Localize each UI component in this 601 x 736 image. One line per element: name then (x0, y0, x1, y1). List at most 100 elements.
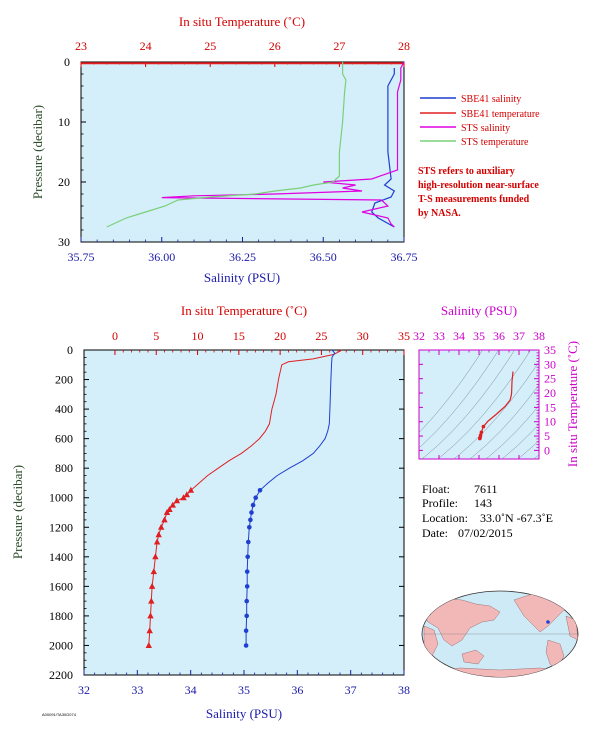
top-series (81, 61, 405, 228)
main-temperature-point-33 (147, 612, 154, 619)
top-salinity-tick-label-0: 35.75 (68, 250, 95, 264)
inset-contour-7 (501, 423, 539, 459)
main-temperature-point-22 (169, 501, 176, 508)
main-temperature-tick-label-4: 20 (274, 329, 286, 343)
top-salinity-ticks: 35.75 36.00 36.25 36.50 36.75 (68, 237, 418, 264)
main-pressure-ticks: 0 200 400 600 800 1000 1200 1400 1600 1800 2000 220… (49, 343, 404, 682)
main-series (145, 349, 343, 648)
top-pressure-ticks: 0 10 20 30 (58, 55, 86, 249)
main-pressure-tick-label-5: 1000 (49, 491, 73, 505)
main-temperature-point-26 (158, 523, 165, 530)
main-temperature-point-35 (145, 642, 152, 648)
main-temperature-point-23 (166, 506, 173, 512)
main-salinity-point-27 (244, 613, 249, 619)
main-temperature-tick-label-5: 25 (315, 329, 327, 343)
date-label: Date: (422, 526, 448, 540)
main-salinity-tick-label-3: 35 (238, 683, 250, 697)
top-temperature-tick-label-4: 27 (333, 39, 345, 53)
inset-contour-2 (421, 350, 515, 459)
top-panel: In situ Temperature (˚C) Salinity (PSU) … (30, 14, 418, 285)
legend-label-sbe-salinity: SBE41 salinity (461, 94, 521, 105)
inset-salinity-title: Salinity (PSU) (441, 303, 517, 318)
top-temperature-tick-label-0: 23 (75, 39, 87, 53)
inset-panel: Salinity (PSU) In situ Temperature (˚C) … (413, 303, 580, 467)
legend-label-sbe-temperature: SBE41 temperature (461, 109, 540, 120)
top-pressure-title: Pressure (decibar) (30, 105, 45, 199)
top-plot-area (80, 61, 405, 243)
inset-salinity-tick-label-5: 37 (513, 329, 525, 343)
inset-salinity-ticks: 32 33 34 35 36 37 38 (413, 329, 545, 459)
inset-temperature-tick-label-5: 25 (544, 372, 556, 386)
main-pressure-tick-label-6: 1200 (49, 520, 73, 534)
inset-temperature-tick-label-6: 30 (544, 357, 556, 371)
main-temperature-point-18 (187, 486, 195, 493)
main-pressure-tick-label-3: 600 (55, 432, 73, 446)
main-salinity-title: Salinity (PSU) (206, 706, 282, 721)
main-temperature-point-19 (183, 491, 190, 498)
location-value: 33.0˚N -67.3˚E (480, 511, 553, 525)
main-salinity-point-25 (244, 584, 250, 589)
main-salinity-tick-label-6: 38 (398, 683, 410, 697)
inset-contour-6 (485, 405, 539, 459)
main-salinity-tick-label-2: 34 (185, 683, 197, 697)
top-temperature-tick-label-3: 26 (269, 39, 281, 53)
main-temperature-tick-label-1: 5 (153, 329, 159, 343)
top-salinity-tick-label-3: 36.50 (310, 250, 337, 264)
inset-point-0 (481, 424, 486, 429)
land-eurasia (422, 597, 501, 647)
main-pressure-tick-label-0: 0 (67, 343, 73, 357)
inset-contour-5 (469, 384, 539, 459)
top-salinity-tick-label-2: 36.25 (229, 250, 256, 264)
main-salinity-point-23 (245, 554, 250, 560)
inset-temperature-title: In situ Temperature (˚C) (565, 341, 580, 467)
main-temperature-point-24 (163, 509, 171, 515)
top-salinity-title: Salinity (PSU) (204, 270, 280, 285)
inset-temperature-tick-label-1: 5 (544, 429, 550, 443)
top-temperature-tick-label-1: 24 (140, 39, 152, 53)
main-temperature-point-25 (161, 516, 168, 523)
inset-contour-4 (453, 361, 539, 459)
main-salinity-ticks: 32 33 34 35 36 37 38 (78, 670, 410, 697)
main-salinity-point-17 (253, 495, 258, 501)
top-series-line-0 (371, 68, 396, 228)
top-temperature-tick-label-2: 25 (204, 39, 216, 53)
main-temperature-tick-label-6: 30 (357, 329, 369, 343)
legend-label-sts-salinity: STS salinity (461, 123, 510, 134)
profile-value: 143 (474, 496, 492, 510)
main-temperature-point-27 (155, 531, 162, 538)
main-temperature-title: In situ Temperature (˚C) (181, 303, 307, 318)
float-label: Float: (422, 482, 450, 496)
main-pressure-title: Pressure (decibar) (10, 465, 25, 559)
top-series-line-2 (161, 61, 405, 228)
inset-series (478, 371, 514, 441)
note-line-3: T-S measurements funded (418, 194, 530, 205)
inset-point-4 (478, 436, 482, 441)
inset-salinity-tick-label-6: 38 (533, 329, 545, 343)
inset-contour-8 (517, 440, 539, 459)
legend: SBE41 salinity SBE41 temperature STS sal… (420, 94, 540, 148)
top-temperature-tick-label-5: 28 (398, 39, 410, 53)
float-value: 7611 (474, 482, 498, 496)
land-australia (461, 649, 485, 665)
float-location-marker (546, 620, 550, 624)
main-salinity-point-18 (250, 502, 256, 508)
inset-temperature-tick-label-7: 35 (544, 343, 556, 357)
main-temperature-point-32 (148, 597, 155, 604)
inset-contour-0 (419, 350, 483, 433)
main-salinity-point-21 (247, 525, 252, 530)
main-temperature-point-28 (153, 538, 161, 545)
top-series-line-3 (106, 62, 347, 228)
main-salinity-point-16 (257, 488, 263, 493)
main-temperature-point-34 (146, 627, 153, 634)
note-line-2: high-resolution near-surface (418, 180, 539, 191)
main-panel: In situ Temperature (˚C) Salinity (PSU) … (10, 303, 410, 721)
main-salinity-point-22 (246, 539, 251, 545)
main-pressure-tick-label-10: 2000 (49, 638, 73, 652)
inset-contour-1 (419, 350, 499, 449)
inset-temperature-tick-label-3: 15 (544, 400, 556, 414)
date-value: 07/02/2015 (458, 526, 513, 540)
world-map (421, 590, 579, 678)
main-pressure-tick-label-7: 1400 (49, 550, 73, 564)
main-series-line-1 (245, 349, 336, 646)
